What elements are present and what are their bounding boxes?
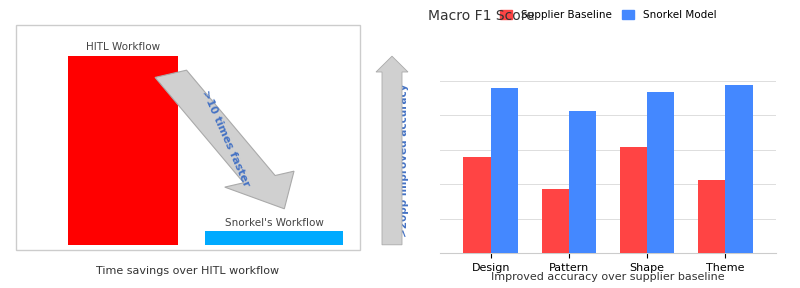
Bar (542, 189, 569, 253)
Text: Time savings over HITL workflow: Time savings over HITL workflow (97, 266, 279, 276)
Legend: Supplier Baseline, Snorkel Model: Supplier Baseline, Snorkel Model (495, 6, 721, 24)
Text: HITL Workflow: HITL Workflow (86, 42, 160, 52)
Bar (569, 111, 596, 253)
Bar (463, 157, 490, 253)
Bar (620, 147, 647, 253)
Bar (490, 88, 518, 253)
Text: Macro F1 Score: Macro F1 Score (428, 9, 534, 23)
Text: >20pp improved accuracy: >20pp improved accuracy (399, 84, 409, 237)
Bar (205, 231, 342, 245)
Bar (647, 92, 674, 253)
Text: Improved accuracy over supplier baseline: Improved accuracy over supplier baseline (491, 272, 725, 282)
Text: Snorkel's Workflow: Snorkel's Workflow (225, 218, 323, 228)
Bar (698, 180, 726, 253)
Bar (67, 56, 178, 245)
Polygon shape (155, 70, 294, 209)
Bar (726, 85, 753, 253)
Text: >10 times faster: >10 times faster (200, 89, 251, 188)
